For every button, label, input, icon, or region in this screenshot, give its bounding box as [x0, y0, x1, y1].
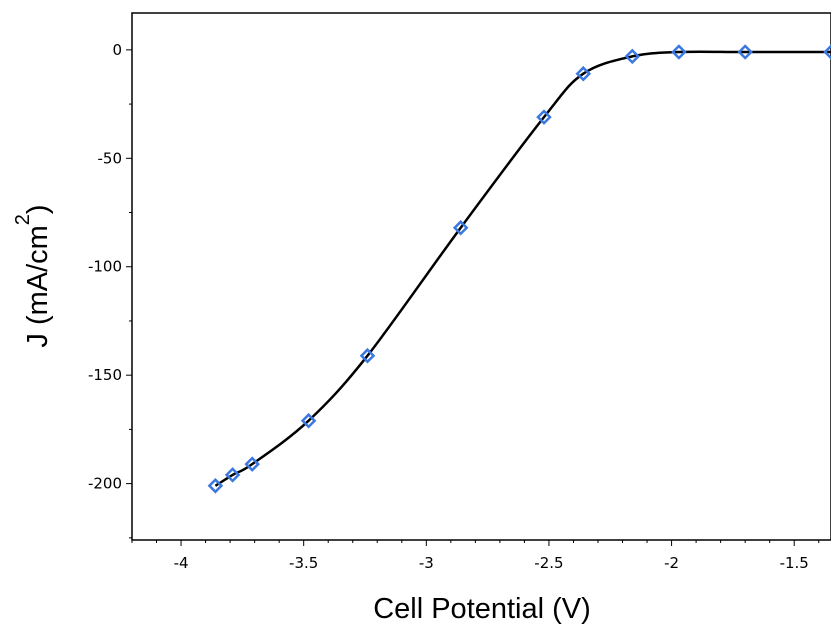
y-axis-title-main: J (mA/cm	[22, 225, 54, 347]
x-tick-label: -3	[419, 554, 434, 572]
plot-frame	[131, 12, 831, 541]
data-point	[575, 65, 592, 82]
data-point	[737, 44, 753, 60]
x-tick-label: -3.5	[289, 554, 318, 572]
data-point	[823, 44, 831, 60]
y-axis-title-superscript: 2	[12, 214, 34, 225]
data-point	[207, 478, 224, 494]
x-axis: -4 -3.5 -3 -2.5 -2 -1.5	[131, 540, 820, 572]
data-point	[452, 219, 469, 236]
data-point	[671, 44, 687, 60]
y-tick-label: -200	[88, 475, 122, 493]
data-point	[300, 412, 317, 429]
y-axis: 0 -50 -100 -150 -200	[88, 41, 132, 539]
y-tick-label: -50	[98, 149, 123, 167]
data-point	[536, 109, 552, 125]
y-axis-title: J (mA/cm2)	[12, 204, 54, 347]
data-point	[624, 48, 641, 65]
y-axis-title-close: )	[22, 204, 54, 214]
data-point	[224, 467, 241, 483]
series-layer	[207, 44, 831, 494]
x-tick-label: -4	[174, 554, 189, 572]
y-tick-label: -150	[88, 366, 122, 384]
data-point	[359, 347, 376, 364]
x-tick-label: -2.5	[534, 554, 563, 572]
y-tick-label: 0	[112, 41, 122, 59]
data-point	[244, 456, 260, 472]
x-axis-title: Cell Potential (V)	[373, 593, 591, 625]
y-tick-label: -100	[88, 258, 122, 276]
x-tick-label: -1.5	[780, 554, 809, 572]
x-tick-label: -2	[664, 554, 679, 572]
